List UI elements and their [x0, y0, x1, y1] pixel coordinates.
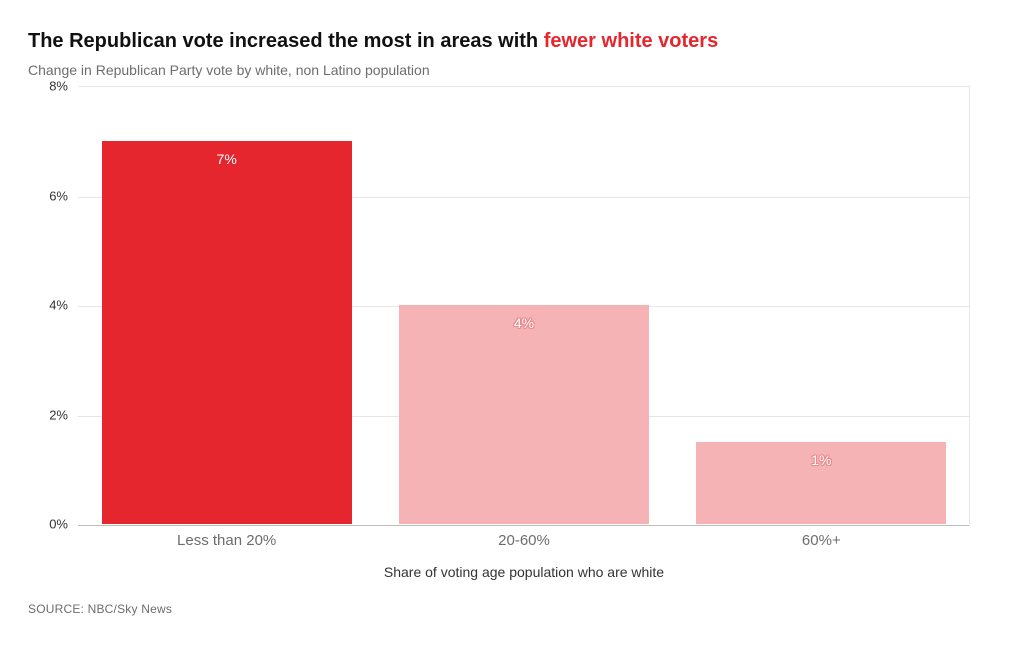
chart-title-highlight: fewer white voters: [544, 30, 719, 52]
y-tick-label: 0%: [28, 517, 68, 532]
source-label: SOURCE:: [28, 602, 88, 616]
source-value: NBC/Sky News: [88, 602, 172, 616]
bar: 7%: [102, 141, 352, 524]
chart-subtitle: Change in Republican Party vote by white…: [28, 62, 992, 78]
baseline: [78, 525, 969, 526]
chart-source: SOURCE: NBC/Sky News: [28, 602, 992, 616]
chart-title: The Republican vote increased the most i…: [28, 28, 992, 54]
bar-value-label: 7%: [217, 151, 237, 167]
y-tick-label: 4%: [28, 298, 68, 313]
x-axis-title: Share of voting age population who are w…: [384, 564, 664, 580]
y-tick-label: 8%: [28, 79, 68, 94]
bar-value-label: 1%: [811, 452, 831, 468]
chart-title-prefix: The Republican vote increased the most i…: [28, 30, 544, 52]
y-tick-label: 6%: [28, 188, 68, 203]
x-category-label: Less than 20%: [177, 532, 276, 549]
y-tick-label: 2%: [28, 407, 68, 422]
bar: 4%: [399, 305, 649, 524]
x-category-label: 20-60%: [498, 532, 550, 549]
bar: 1%: [696, 442, 946, 524]
x-category-label: 60%+: [802, 532, 841, 549]
plot-area: 7% 4% 1%: [78, 86, 970, 524]
chart-area: 7%4%1% 0%2%4%6%8%Less than 20%20-60%60%+…: [28, 86, 992, 598]
bar-value-label: 4%: [514, 315, 534, 331]
